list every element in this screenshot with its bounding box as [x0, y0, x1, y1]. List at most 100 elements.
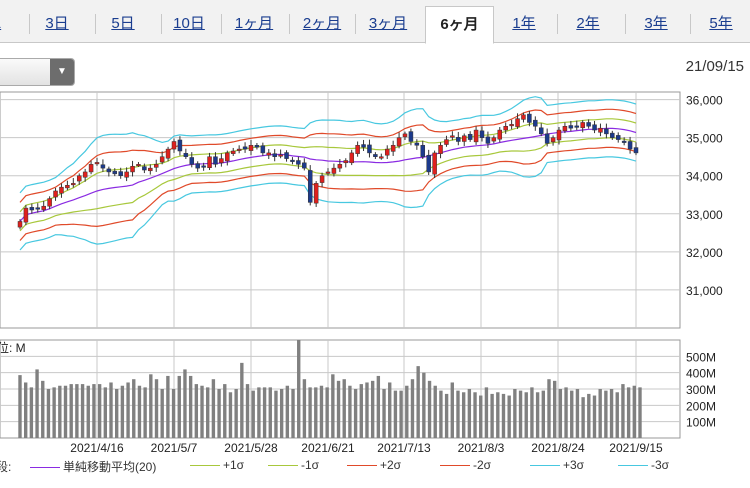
candle-body — [497, 129, 503, 140]
candle-body — [598, 127, 603, 133]
volume-bar — [23, 382, 28, 438]
tab-8[interactable]: 1年 — [512, 15, 536, 32]
volume-bar — [109, 382, 113, 438]
tab-1[interactable]: 3日 — [45, 15, 69, 32]
tab-7[interactable]: 6ヶ月 — [425, 6, 494, 44]
candle-body — [165, 148, 171, 159]
legend-label: -2σ — [473, 458, 492, 472]
volume-bar — [439, 390, 443, 438]
volume-bar — [552, 380, 557, 438]
tab-9[interactable]: 2年 — [576, 15, 600, 32]
candle-body — [544, 133, 550, 144]
volume-bar — [348, 385, 352, 438]
tab-5[interactable]: 2ヶ月 — [302, 15, 342, 32]
candle-body — [355, 145, 360, 154]
volume-bar — [35, 369, 39, 438]
tab-2[interactable]: 5日 — [111, 15, 135, 32]
tab-separator — [161, 14, 162, 34]
chart-date: 21/09/15 — [685, 58, 744, 75]
plus-3-sigma-line — [19, 96, 637, 194]
candle-body — [586, 122, 591, 127]
candle-body — [467, 134, 473, 140]
candle-body — [23, 207, 29, 223]
candle-body — [266, 152, 272, 156]
tab-separator — [289, 14, 290, 34]
volume-bar — [604, 390, 608, 438]
legend-label: 単純移動平均(20) — [63, 460, 157, 474]
candle-body — [142, 166, 147, 171]
x-tick-label: 2021/6/21 — [301, 441, 355, 455]
volume-bar — [120, 385, 125, 438]
candle-body — [242, 146, 248, 150]
x-tick-label: 2021/5/28 — [224, 441, 278, 455]
candle-body — [527, 113, 532, 123]
volume-bar — [149, 374, 153, 438]
chevron-down-icon[interactable]: ▼ — [50, 59, 74, 85]
tab-0[interactable]: 1 — [0, 8, 14, 40]
candle-body — [610, 132, 615, 138]
volume-y-tick-label: 500M — [686, 350, 716, 364]
volume-bar — [621, 384, 625, 438]
candle-body — [183, 153, 189, 157]
candle-body — [384, 148, 390, 156]
candle-body — [248, 145, 254, 151]
candle-body — [556, 129, 562, 141]
volume-bar — [501, 393, 506, 438]
plus-2-sigma-line — [19, 108, 637, 203]
x-tick-label: 2021/4/16 — [70, 441, 124, 455]
volume-bar — [297, 340, 301, 438]
volume-bar — [592, 395, 597, 438]
volume-bar — [615, 392, 619, 438]
volume-bar — [467, 389, 472, 438]
legend-swatch — [347, 465, 377, 467]
volume-bar — [234, 389, 238, 438]
x-tick-label: 2021/7/13 — [377, 441, 431, 455]
volume-bar — [245, 384, 250, 438]
candle-body — [426, 154, 431, 173]
volume-bar — [461, 392, 466, 438]
candle-body — [538, 127, 544, 135]
volume-bar — [575, 389, 580, 438]
candle-body — [633, 147, 639, 154]
volume-bar — [46, 389, 51, 438]
volume-bar — [405, 385, 409, 438]
volume-bar — [331, 374, 335, 438]
legend-swatch — [440, 465, 470, 467]
candle-body — [272, 153, 277, 157]
candle-body — [153, 164, 159, 168]
volume-bar — [58, 385, 62, 438]
candle-body — [219, 158, 224, 164]
tab-10[interactable]: 3年 — [644, 15, 668, 32]
volume-bar — [200, 385, 204, 438]
volume-bar — [126, 382, 130, 438]
tab-separator — [221, 14, 222, 34]
candle-body — [213, 156, 218, 165]
candle-body — [438, 145, 443, 154]
x-tick-label: 2021/9/15 — [609, 441, 663, 455]
candle-body — [408, 131, 414, 142]
volume-bar — [370, 380, 375, 438]
candle-body — [509, 124, 514, 127]
volume-bar — [206, 387, 210, 438]
volume-bar — [97, 384, 102, 438]
volume-bar — [399, 390, 403, 438]
volume-bar — [194, 384, 199, 438]
candle-body — [503, 126, 508, 131]
candle-body — [195, 163, 200, 169]
tab-3[interactable]: 10日 — [173, 15, 205, 32]
candle-body — [562, 126, 568, 132]
volume-bar — [581, 397, 585, 438]
volume-bar — [513, 389, 517, 438]
legend-item: +3σ — [530, 458, 584, 472]
candle-body — [47, 198, 52, 207]
volume-bar — [359, 384, 363, 438]
indicator-dropdown[interactable]: ▼ — [0, 58, 75, 86]
tab-4[interactable]: 1ヶ月 — [234, 15, 274, 32]
tab-6[interactable]: 3ヶ月 — [368, 15, 408, 32]
candle-body — [574, 125, 580, 128]
volume-bar — [63, 385, 68, 438]
tab-11[interactable]: 5年 — [709, 15, 733, 32]
volume-bar — [365, 382, 369, 438]
candle-body — [568, 125, 574, 129]
candle-body — [41, 205, 46, 210]
